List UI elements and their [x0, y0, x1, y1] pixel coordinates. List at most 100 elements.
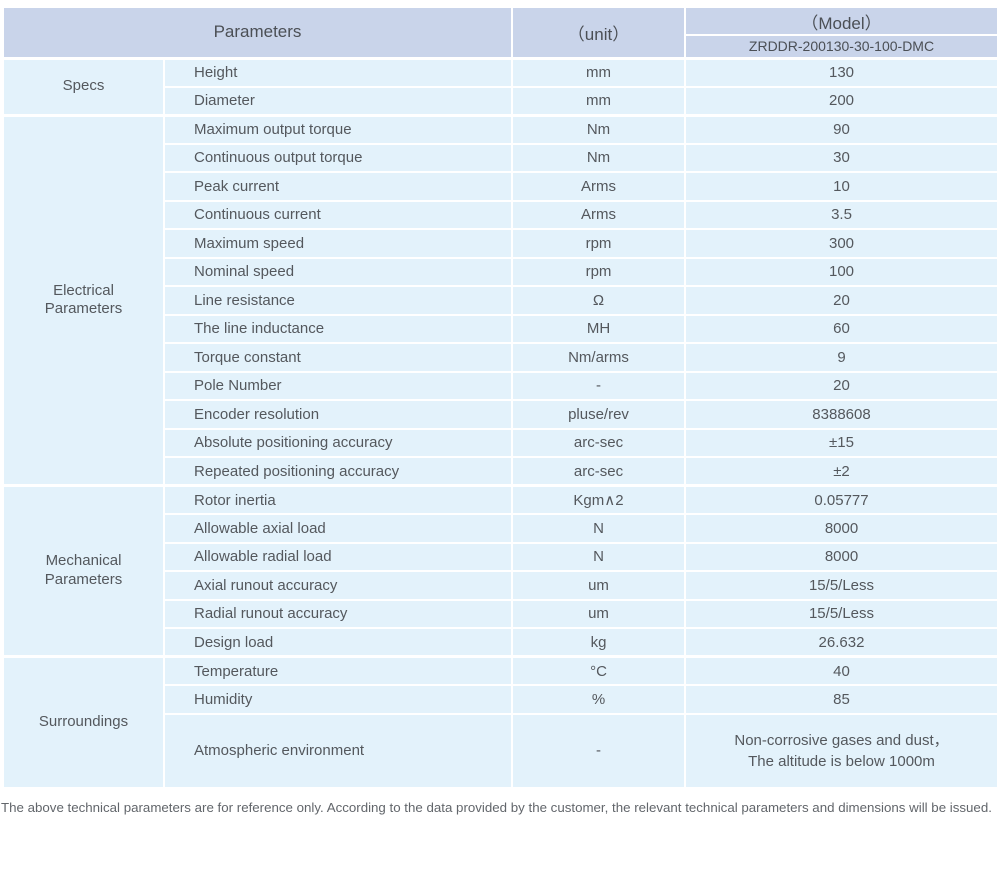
table-header: Parameters （unit） （Model） ZRDDR-200130-3…: [2, 6, 999, 59]
parameter-name: Absolute positioning accuracy: [163, 427, 513, 458]
unit-value: Arms: [511, 171, 686, 202]
unit-value: mm: [511, 56, 686, 88]
model-spec-value: 60: [684, 313, 999, 344]
unit-value: N: [511, 513, 686, 544]
unit-value: Kgm∧2: [511, 484, 686, 515]
parameter-name: Rotor inertia: [163, 484, 513, 515]
model-spec-value: ±15: [684, 427, 999, 458]
model-spec-value: 300: [684, 228, 999, 259]
unit-value: rpm: [511, 228, 686, 259]
table-row: The line inductance MH 60: [3, 313, 999, 344]
parameter-name: Design load: [163, 627, 513, 658]
parameter-name: Continuous current: [163, 199, 513, 230]
parameter-name: Continuous output torque: [163, 142, 513, 173]
parameter-name: Allowable axial load: [163, 513, 513, 544]
model-spec-value: 9: [684, 342, 999, 373]
table-row: Humidity% 85: [3, 684, 999, 715]
parameter-name: Line resistance: [163, 285, 513, 316]
table-row: Torque constant Nm/arms 9: [3, 342, 999, 373]
model-spec-value: 200: [684, 85, 999, 116]
parameter-name: Nominal speed: [163, 256, 513, 287]
table-row: Continuous output torque Nm 30: [3, 142, 999, 173]
unit-value: %: [511, 684, 686, 715]
parameter-name: Maximum speed: [163, 228, 513, 259]
section-label-electrical-parameters: Electrical Parameters: [2, 113, 165, 487]
model-spec-value: 85: [684, 684, 999, 715]
model-spec-value: ±2: [684, 456, 999, 487]
table-body: Specs Height mm 130 Diameter mm 200 Electrical …: [2, 56, 999, 789]
table-row: Mechanical Parameters Rotor inertia Kgm∧2 0…: [2, 484, 999, 658]
parameter-name: Torque constant: [163, 342, 513, 373]
parameter-name: Maximum output torque: [163, 113, 513, 145]
model-spec-value: 8388608: [684, 399, 999, 430]
parameter-name: Pole Number: [163, 370, 513, 401]
table-row: Electrical Parameters Maximum output torq…: [2, 113, 999, 487]
parameter-name: Repeated positioning accuracy: [163, 456, 513, 487]
unit-value: Nm: [511, 142, 686, 173]
parameter-name: Encoder resolution: [163, 399, 513, 430]
spec-sheet: Parameters （unit） （Model） ZRDDR-200130-3…: [0, 6, 999, 888]
footer-note: The above technical parameters are for r…: [1, 799, 992, 815]
model-spec-value: 26.632: [684, 627, 999, 658]
unit-value: N: [511, 541, 686, 572]
spec-table: Parameters （unit） （Model） ZRDDR-200130-3…: [2, 6, 999, 789]
header-unit: （unit）: [511, 6, 686, 59]
model-spec-value: 130: [684, 56, 999, 88]
model-spec-value: 100: [684, 256, 999, 287]
table-row: Axial runout accuracy um 15/5/Less: [3, 570, 999, 601]
table-row: Surroundings Temperature °C 40: [2, 655, 999, 789]
unit-value: rpm: [511, 256, 686, 287]
table-row: Allowable radial load N 8000: [3, 541, 999, 572]
model-spec-value: 3.5: [684, 199, 999, 230]
table-row: Line resistance Ω 20: [3, 285, 999, 316]
parameter-name: Atmospheric environment: [163, 712, 513, 789]
parameter-name: Peak current: [163, 171, 513, 202]
unit-value: arc-sec: [511, 456, 686, 487]
model-spec-value: 10: [684, 171, 999, 202]
unit-value: Ω: [511, 285, 686, 316]
model-spec-value: Non-corrosive gases and dust， The altitu…: [684, 712, 999, 789]
table-row: Design load kg 26.632: [3, 627, 999, 658]
parameter-name: Allowable radial load: [163, 541, 513, 572]
unit-value: Nm: [511, 113, 686, 145]
model-spec-value: 20: [684, 370, 999, 401]
table-row: Absolute positioning accuracy arc-sec ±15: [3, 427, 999, 458]
parameter-name: Axial runout accuracy: [163, 570, 513, 601]
model-spec-value: 8000: [684, 513, 999, 544]
table-row: Maximum speed rpm 300: [3, 228, 999, 259]
unit-value: Arms: [511, 199, 686, 230]
section-label-specs: Specs: [2, 56, 165, 116]
section-label-text: Electrical Parameters: [44, 281, 123, 318]
unit-value: pluse/rev: [511, 399, 686, 430]
model-spec-value: 15/5/Less: [684, 570, 999, 601]
section-label-text: Surroundings: [38, 712, 129, 730]
unit-value: Nm/arms: [511, 342, 686, 373]
table-row: Specs Height mm 130: [2, 56, 999, 116]
model-spec-value: 90: [684, 113, 999, 145]
table-row: Allowable axial load N 8000: [3, 513, 999, 544]
table-row: Radial runout accuracy um 15/5/Less: [3, 598, 999, 629]
model-spec-value: 20: [684, 285, 999, 316]
parameter-name: Temperature: [163, 655, 513, 686]
table-row: Continuous current Arms 3.5: [3, 199, 999, 230]
model-spec-value: 0.05777: [684, 484, 999, 515]
header-model-number: ZRDDR-200130-30-100-DMC: [684, 34, 999, 59]
model-spec-value: 40: [684, 655, 999, 686]
section-label-mechanical-parameters: Mechanical Parameters: [2, 484, 165, 658]
unit-value: um: [511, 570, 686, 601]
unit-value: kg: [511, 627, 686, 658]
model-spec-value: 8000: [684, 541, 999, 572]
header-model: （Model）: [684, 6, 999, 36]
table-row: Repeated positioning accuracy arc-sec ±2: [3, 456, 999, 487]
section-label-text: Specs: [62, 77, 105, 95]
parameter-name: Height: [163, 56, 513, 88]
header-parameters: Parameters: [2, 6, 513, 59]
parameter-name: Humidity: [163, 684, 513, 715]
unit-value: °C: [511, 655, 686, 686]
section-label-text: Mechanical Parameters: [44, 552, 123, 588]
parameter-name: Diameter: [163, 85, 513, 116]
table-row: Atmospheric environment - Non-corrosive ga…: [3, 712, 999, 789]
unit-value: arc-sec: [511, 427, 686, 458]
model-spec-value: 30: [684, 142, 999, 173]
model-spec-value: 15/5/Less: [684, 598, 999, 629]
